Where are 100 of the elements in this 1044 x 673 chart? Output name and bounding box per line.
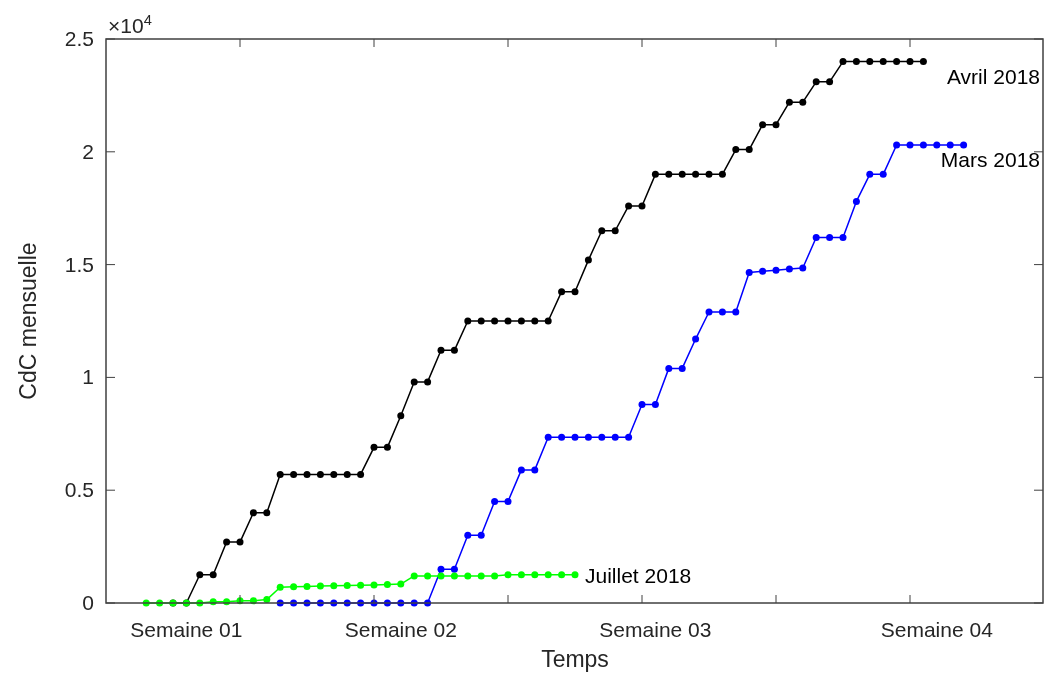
point [517, 571, 525, 579]
point [276, 583, 284, 591]
point [357, 470, 365, 478]
point [584, 256, 592, 264]
point [263, 596, 271, 604]
point [544, 317, 552, 325]
point [410, 378, 418, 386]
point [517, 317, 525, 325]
point [625, 433, 633, 441]
point [718, 170, 726, 178]
point [531, 571, 539, 579]
point [705, 170, 713, 178]
point [477, 531, 485, 539]
series-label: Avril 2018 [946, 64, 1040, 88]
point [571, 571, 579, 579]
point [826, 234, 834, 242]
point [879, 58, 887, 66]
point [919, 141, 927, 149]
y-tick-label: 0 [82, 591, 94, 614]
point [906, 58, 914, 66]
point [209, 571, 217, 579]
y-tick-label: 2 [82, 139, 94, 163]
point [665, 364, 673, 372]
y-tick-label: 1 [82, 365, 94, 389]
point [303, 583, 311, 591]
point [383, 443, 391, 451]
point [544, 571, 552, 579]
x-tick-label: Semaine 04 [880, 618, 994, 641]
point [732, 146, 740, 154]
point [424, 378, 432, 386]
point [276, 470, 284, 478]
y-axis-title: CdC mensuelle [15, 242, 41, 400]
point [611, 433, 619, 441]
series-label: Mars 2018 [940, 148, 1040, 172]
point [625, 202, 633, 210]
point [316, 470, 324, 478]
point [678, 170, 686, 178]
point [812, 78, 820, 86]
point [397, 580, 405, 588]
point [839, 58, 847, 66]
point [785, 98, 793, 106]
point [410, 572, 418, 580]
point [745, 146, 753, 154]
point [290, 470, 298, 478]
point [759, 121, 767, 129]
point [705, 308, 713, 316]
x-axis-title: Temps [541, 646, 609, 672]
point [852, 58, 860, 66]
point [732, 308, 740, 316]
point [303, 470, 311, 478]
point [343, 470, 351, 478]
text: ×10$^{4}$ [108, 12, 152, 37]
point [464, 317, 472, 325]
point [558, 571, 566, 579]
point [571, 433, 579, 441]
point [933, 141, 941, 149]
point [544, 433, 552, 441]
point [960, 141, 968, 149]
point [812, 234, 820, 242]
point [718, 308, 726, 316]
point [893, 141, 901, 149]
point [343, 581, 351, 589]
point [236, 538, 244, 546]
point [437, 565, 445, 573]
point [866, 170, 874, 178]
point [584, 433, 592, 441]
series-label: Juillet 2018 [585, 563, 692, 587]
point [464, 572, 472, 580]
point [893, 58, 901, 66]
point [919, 58, 927, 66]
point [249, 509, 257, 517]
point [598, 227, 606, 235]
point [558, 433, 566, 441]
point [692, 335, 700, 343]
point [477, 317, 485, 325]
point [665, 170, 673, 178]
point [759, 267, 767, 275]
point [745, 269, 753, 276]
y-tick-label: 0.5 [64, 478, 94, 502]
point [196, 571, 204, 579]
point [852, 197, 860, 205]
point [316, 582, 324, 590]
y-tick-label: 2.5 [64, 27, 94, 50]
point [799, 264, 807, 272]
point [866, 58, 874, 66]
point [571, 288, 579, 296]
point [906, 141, 914, 149]
point [450, 572, 458, 580]
point [491, 572, 499, 580]
x-tick-label: Semaine 02 [344, 618, 457, 641]
x-tick-label: Semaine 03 [599, 618, 712, 641]
point [611, 227, 619, 235]
point [370, 581, 378, 589]
point [330, 582, 338, 590]
point [651, 170, 659, 178]
point [437, 346, 445, 354]
point [772, 266, 780, 274]
point [531, 466, 539, 474]
point [504, 497, 512, 505]
point [370, 443, 378, 451]
